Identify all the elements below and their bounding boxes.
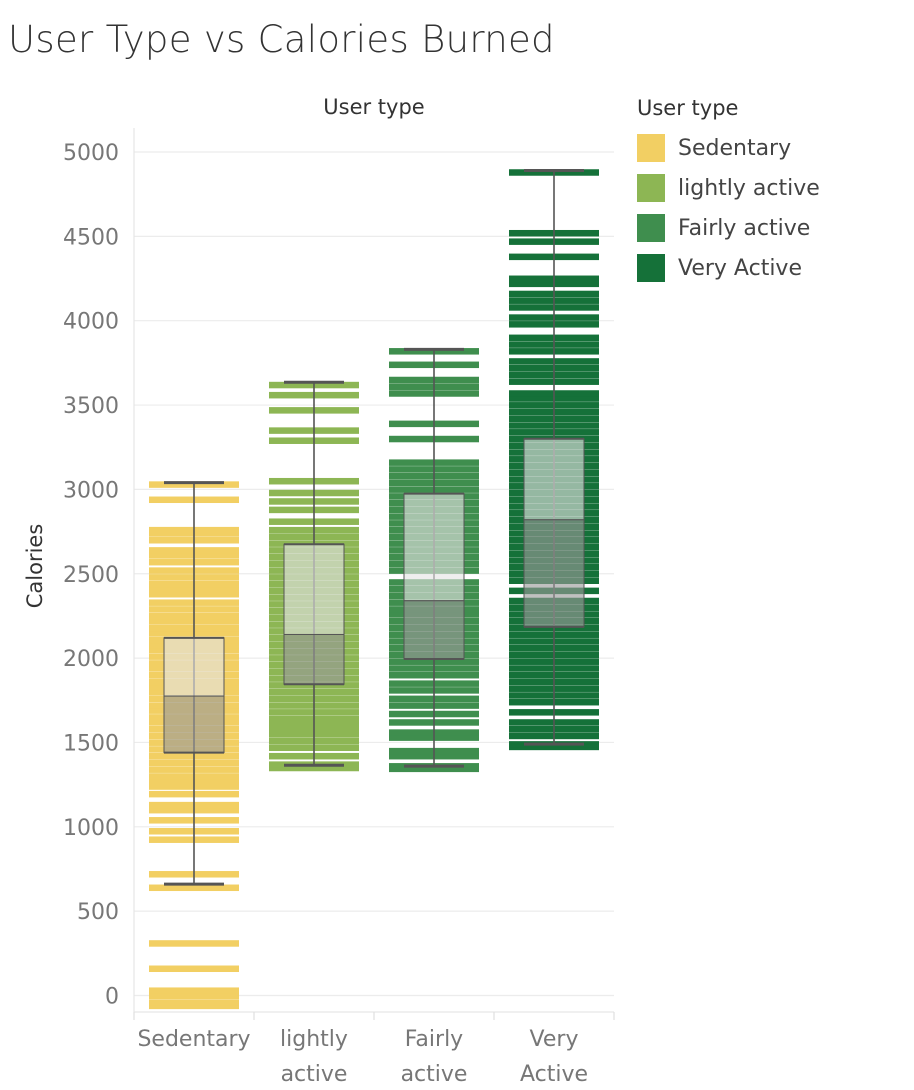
y-tick-label: 1500 — [63, 731, 119, 756]
series-fairly-active — [389, 347, 479, 773]
plot-marks — [149, 169, 599, 1010]
y-tick-label: 3500 — [63, 394, 119, 419]
box-lower — [403, 600, 465, 660]
data-point-bar — [149, 992, 239, 999]
data-point-bar — [269, 764, 359, 772]
box-lower — [283, 633, 345, 685]
box-upper — [523, 438, 585, 521]
legend-swatch — [637, 254, 665, 282]
legend-label: lightly active — [678, 175, 820, 201]
series-very-active — [509, 169, 599, 751]
x-tick-label: Active — [520, 1062, 588, 1087]
series-sedentary — [149, 481, 239, 1010]
chart-title: User Type vs Calories Burned — [8, 18, 555, 61]
data-point-bar — [149, 1002, 239, 1010]
axes: 0 500 1000 1500 2000 2500 3000 3500 4000 4500 5000… — [63, 128, 615, 1087]
y-tick-label: 1000 — [63, 816, 119, 841]
box-plot-chart: 0 500 1000 1500 2000 2500 3000 3500 4000 4500 5000… — [23, 95, 615, 1087]
x-tick-label: Fairly — [405, 1027, 463, 1052]
y-tick-label: 4000 — [63, 310, 119, 335]
y-tick-label: 2000 — [63, 647, 119, 672]
legend: User type Sedentary lightly active Fairl… — [637, 96, 820, 288]
box-upper — [283, 543, 345, 635]
y-tick-label: 500 — [77, 900, 119, 925]
legend-item-fairly-active[interactable]: Fairly active — [637, 208, 820, 248]
data-point-bar — [149, 884, 239, 892]
legend-item-very-active[interactable]: Very Active — [637, 248, 820, 288]
legend-swatch — [637, 214, 665, 242]
column-header: User type — [323, 95, 424, 119]
x-tick-label: Very — [530, 1027, 579, 1052]
data-point-bar — [149, 987, 239, 994]
data-point-bar — [149, 940, 239, 947]
y-tick-label: 0 — [105, 985, 119, 1010]
legend-label: Fairly active — [678, 215, 811, 241]
x-tick-label: active — [401, 1062, 468, 1087]
y-axis-label: Calories — [23, 524, 47, 609]
y-tick-label: 4500 — [63, 225, 119, 250]
legend-item-lightly-active[interactable]: lightly active — [637, 168, 820, 208]
x-tick-label: Sedentary — [137, 1027, 250, 1052]
x-tick-label: lightly — [280, 1027, 348, 1052]
y-tick-label: 3000 — [63, 478, 119, 503]
y-tick-label: 2500 — [63, 563, 119, 588]
box-lower — [523, 519, 585, 628]
legend-swatch — [637, 174, 665, 202]
series-lightly-active — [269, 380, 359, 772]
legend-swatch — [637, 134, 665, 162]
data-point-bar — [149, 999, 239, 1006]
box-upper — [163, 637, 225, 697]
box-upper — [403, 493, 465, 602]
y-tick-label: 5000 — [63, 141, 119, 166]
box-lower — [163, 695, 225, 754]
x-tick-label: active — [281, 1062, 348, 1087]
legend-label: Sedentary — [678, 135, 792, 161]
legend-item-sedentary[interactable]: Sedentary — [637, 128, 820, 168]
legend-title: User type — [637, 96, 739, 120]
legend-label: Very Active — [678, 255, 802, 281]
data-point-bar — [149, 965, 239, 973]
